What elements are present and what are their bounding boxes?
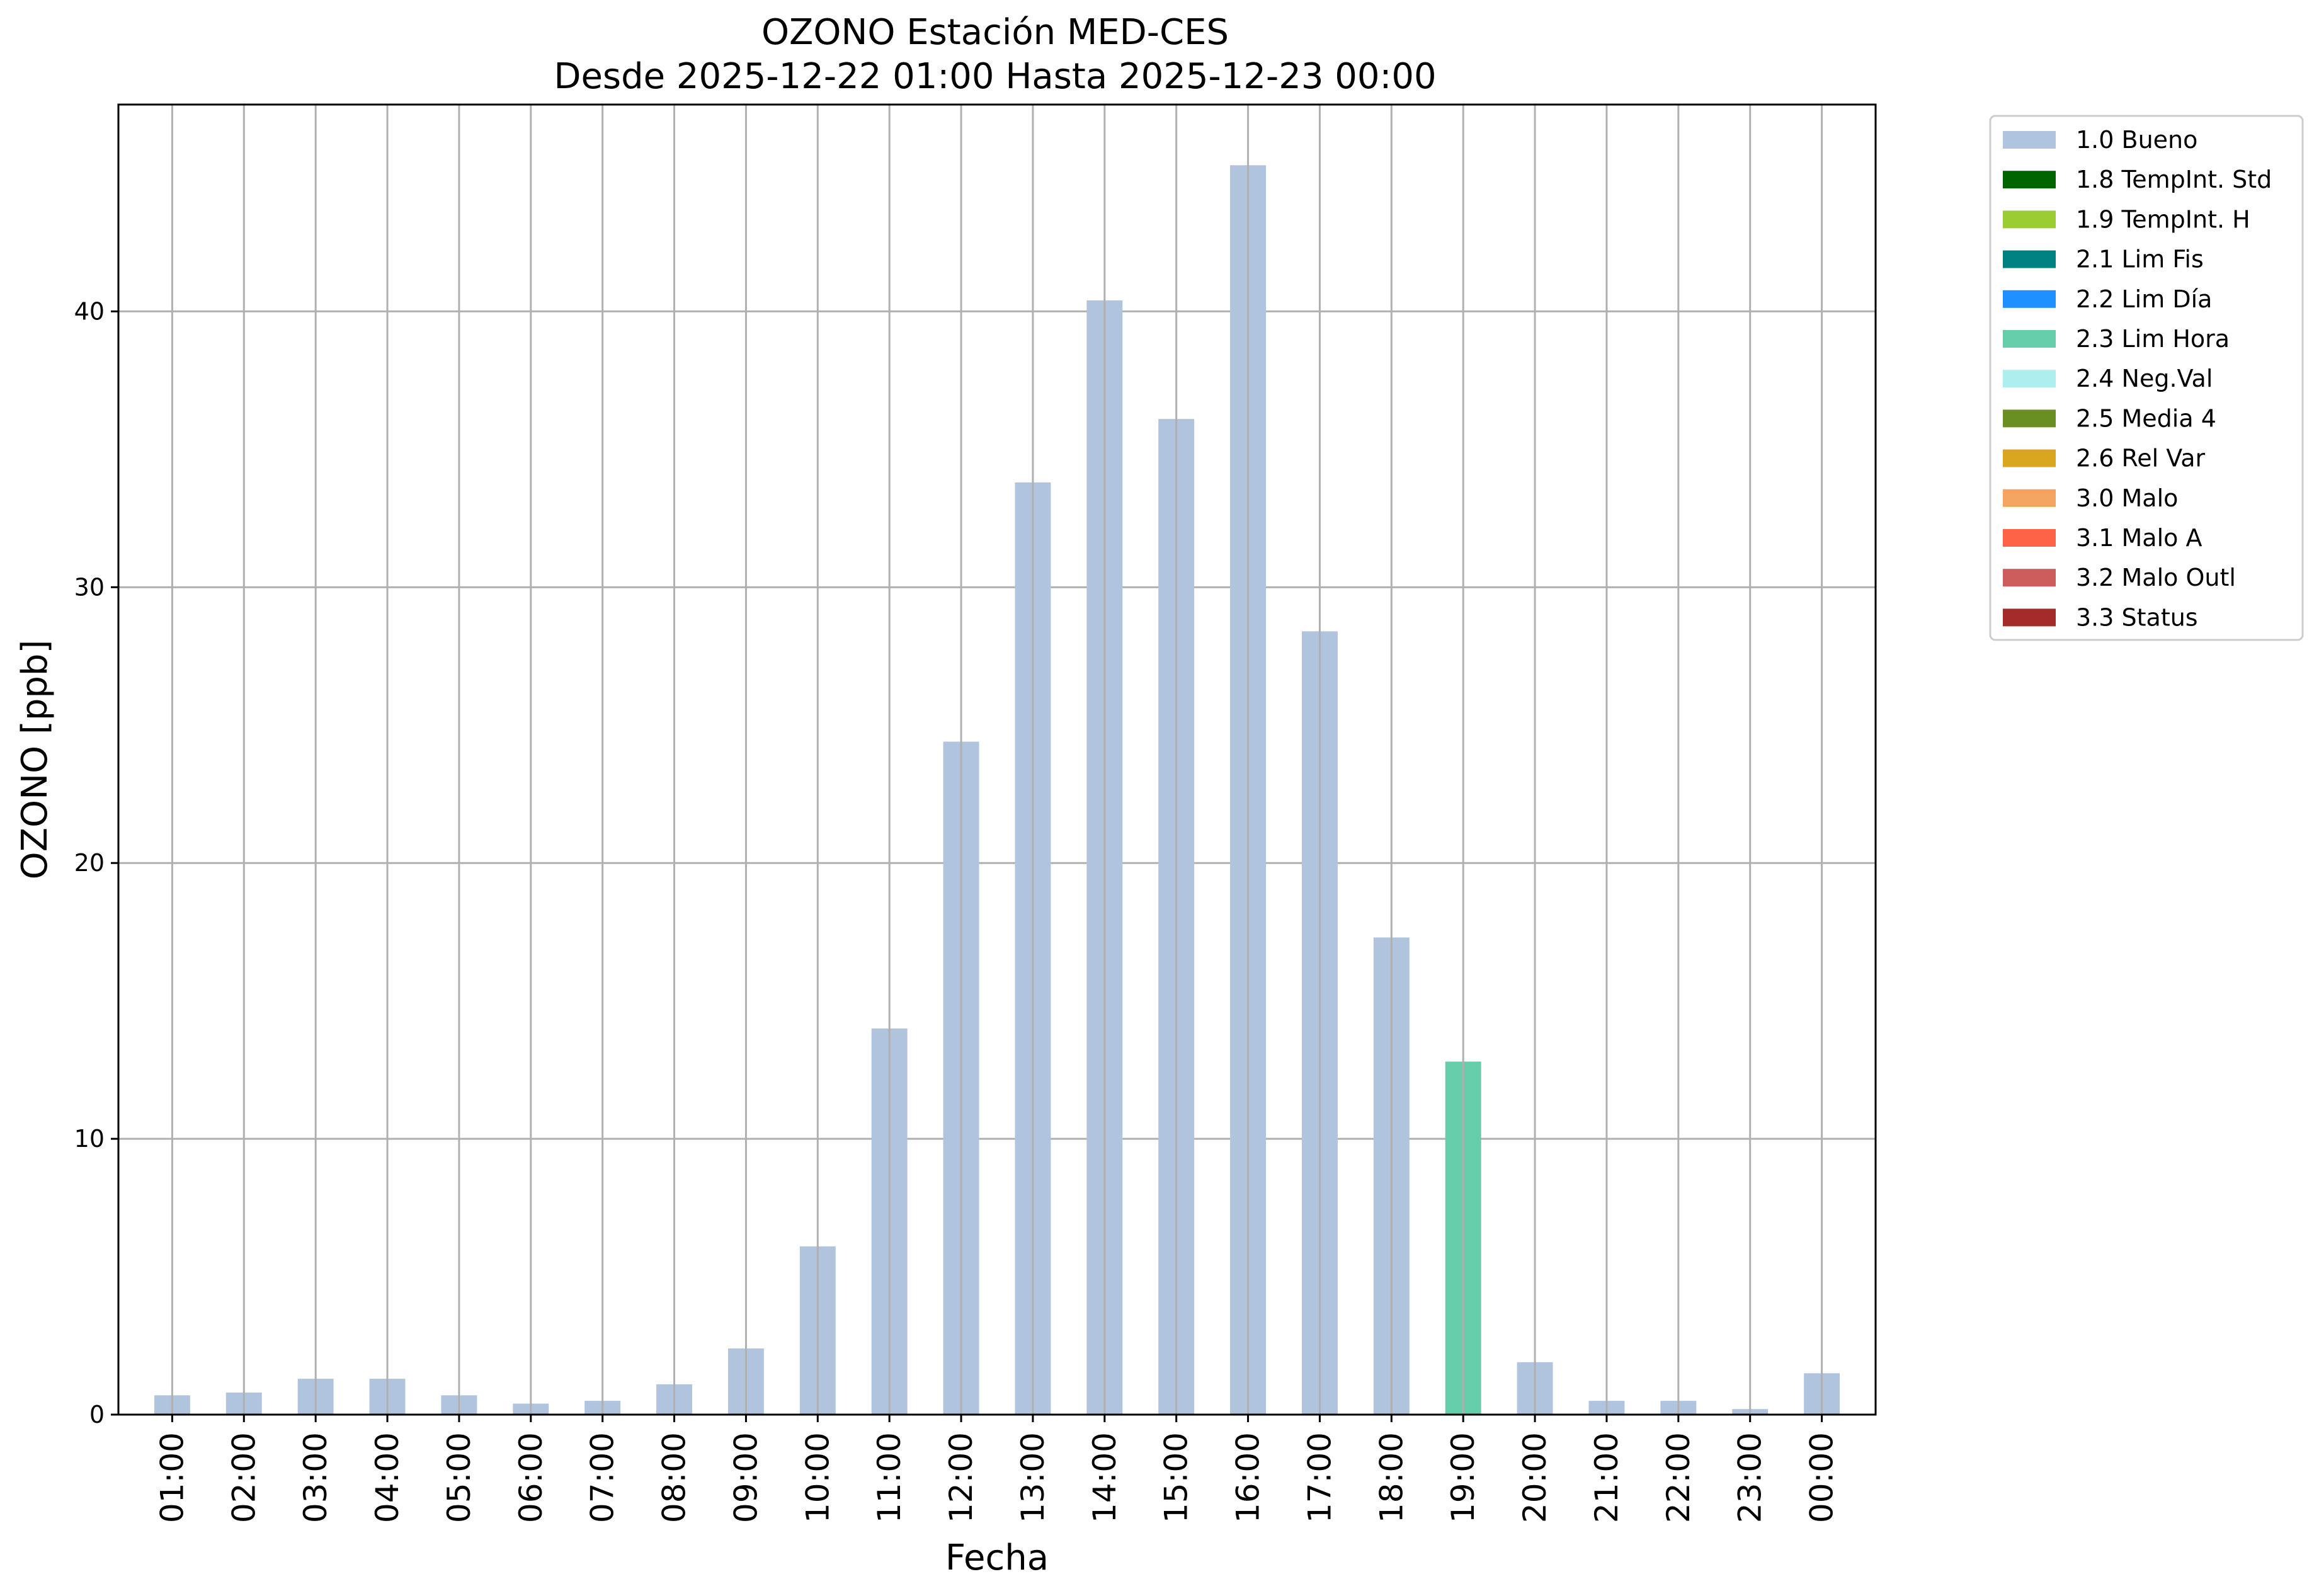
x-tick-label: 23:00 xyxy=(1732,1432,1769,1523)
x-tick-label: 05:00 xyxy=(441,1432,477,1523)
x-tick-label: 20:00 xyxy=(1517,1432,1553,1523)
legend-label: 1.9 TempInt. H xyxy=(2076,205,2250,233)
x-tick-label: 08:00 xyxy=(656,1432,693,1523)
legend-items: 1.0 Bueno 1.8 TempInt. Std 1.9 TempInt. H 2… xyxy=(2003,126,2272,631)
x-tick-label: 06:00 xyxy=(513,1432,549,1523)
legend-label: 3.3 Status xyxy=(2076,603,2198,631)
legend-swatch xyxy=(2003,290,2056,308)
legend-label: 2.6 Rel Var xyxy=(2076,445,2206,472)
x-tick-label: 18:00 xyxy=(1373,1432,1410,1523)
x-tick-label: 21:00 xyxy=(1588,1432,1625,1523)
legend-label: 2.2 Lim Día xyxy=(2076,285,2212,313)
legend-swatch xyxy=(2003,489,2056,507)
x-tick-label: 17:00 xyxy=(1301,1432,1338,1523)
legend-swatch xyxy=(2003,250,2056,268)
x-tick-label: 02:00 xyxy=(225,1432,262,1523)
x-tick-label: 04:00 xyxy=(369,1432,406,1523)
x-tick-label: 09:00 xyxy=(727,1432,764,1523)
legend-label: 3.0 Malo xyxy=(2076,484,2178,512)
legend-label: 2.3 Lim Hora xyxy=(2076,325,2230,353)
x-tick-label: 15:00 xyxy=(1158,1432,1195,1523)
x-tick-label: 14:00 xyxy=(1086,1432,1123,1523)
legend: 1.0 Bueno 1.8 TempInt. Std 1.9 TempInt. H 2… xyxy=(1989,115,2304,641)
y-axis-title: OZONO [ppb] xyxy=(14,640,55,880)
legend-label: 1.8 TempInt. Std xyxy=(2076,166,2272,193)
legend-swatch xyxy=(2003,449,2056,467)
chart-subtitle: Desde 2025-12-22 01:00 Hasta 2025-12-23 … xyxy=(554,56,1436,97)
legend-swatch xyxy=(2003,131,2056,149)
legend-label: 2.4 Neg.Val xyxy=(2076,365,2213,392)
y-tick-label: 0 xyxy=(89,1401,105,1428)
legend-swatch xyxy=(2003,330,2056,348)
x-tick-label: 22:00 xyxy=(1660,1432,1697,1523)
legend-swatch xyxy=(2003,608,2056,627)
x-tick-label: 12:00 xyxy=(943,1432,979,1523)
x-tick-label: 01:00 xyxy=(154,1432,190,1523)
x-tick-label: 03:00 xyxy=(297,1432,334,1523)
legend-label: 1.0 Bueno xyxy=(2076,126,2197,154)
legend-swatch xyxy=(2003,569,2056,587)
legend-label: 2.1 Lim Fis xyxy=(2076,246,2204,273)
legend-label: 3.2 Malo Outl xyxy=(2076,564,2236,591)
y-axis: 0 10 20 30 40 xyxy=(74,297,118,1428)
legend-swatch xyxy=(2003,409,2056,428)
bars xyxy=(154,105,1840,1415)
legend-swatch xyxy=(2003,171,2056,189)
legend-label: 2.5 Media 4 xyxy=(2076,404,2216,432)
y-tick-label: 30 xyxy=(74,573,105,601)
y-tick-label: 40 xyxy=(74,297,105,325)
x-tick-label: 00:00 xyxy=(1804,1432,1840,1523)
y-tick-label: 20 xyxy=(74,849,105,877)
x-tick-label: 07:00 xyxy=(584,1432,621,1523)
x-tick-label: 13:00 xyxy=(1015,1432,1051,1523)
x-tick-label: 11:00 xyxy=(871,1432,908,1523)
x-tick-label: 19:00 xyxy=(1445,1432,1481,1523)
chart-title: OZONO Estación MED-CES xyxy=(761,12,1229,53)
legend-swatch xyxy=(2003,370,2056,388)
x-tick-label: 16:00 xyxy=(1230,1432,1267,1523)
x-axis: 01:00 02:00 03:00 04:00 05:00 06:00 07:00 08:00… xyxy=(154,1415,1840,1523)
gridlines xyxy=(118,310,1876,1416)
legend-frame xyxy=(1989,115,2304,641)
y-tick-label: 10 xyxy=(74,1125,105,1153)
x-tick-label: 10:00 xyxy=(799,1432,836,1523)
legend-label: 3.1 Malo A xyxy=(2076,524,2202,552)
x-axis-title: Fecha xyxy=(945,1537,1049,1578)
plot-frame xyxy=(117,103,1877,1416)
legend-swatch xyxy=(2003,529,2056,547)
legend-swatch xyxy=(2003,210,2056,229)
